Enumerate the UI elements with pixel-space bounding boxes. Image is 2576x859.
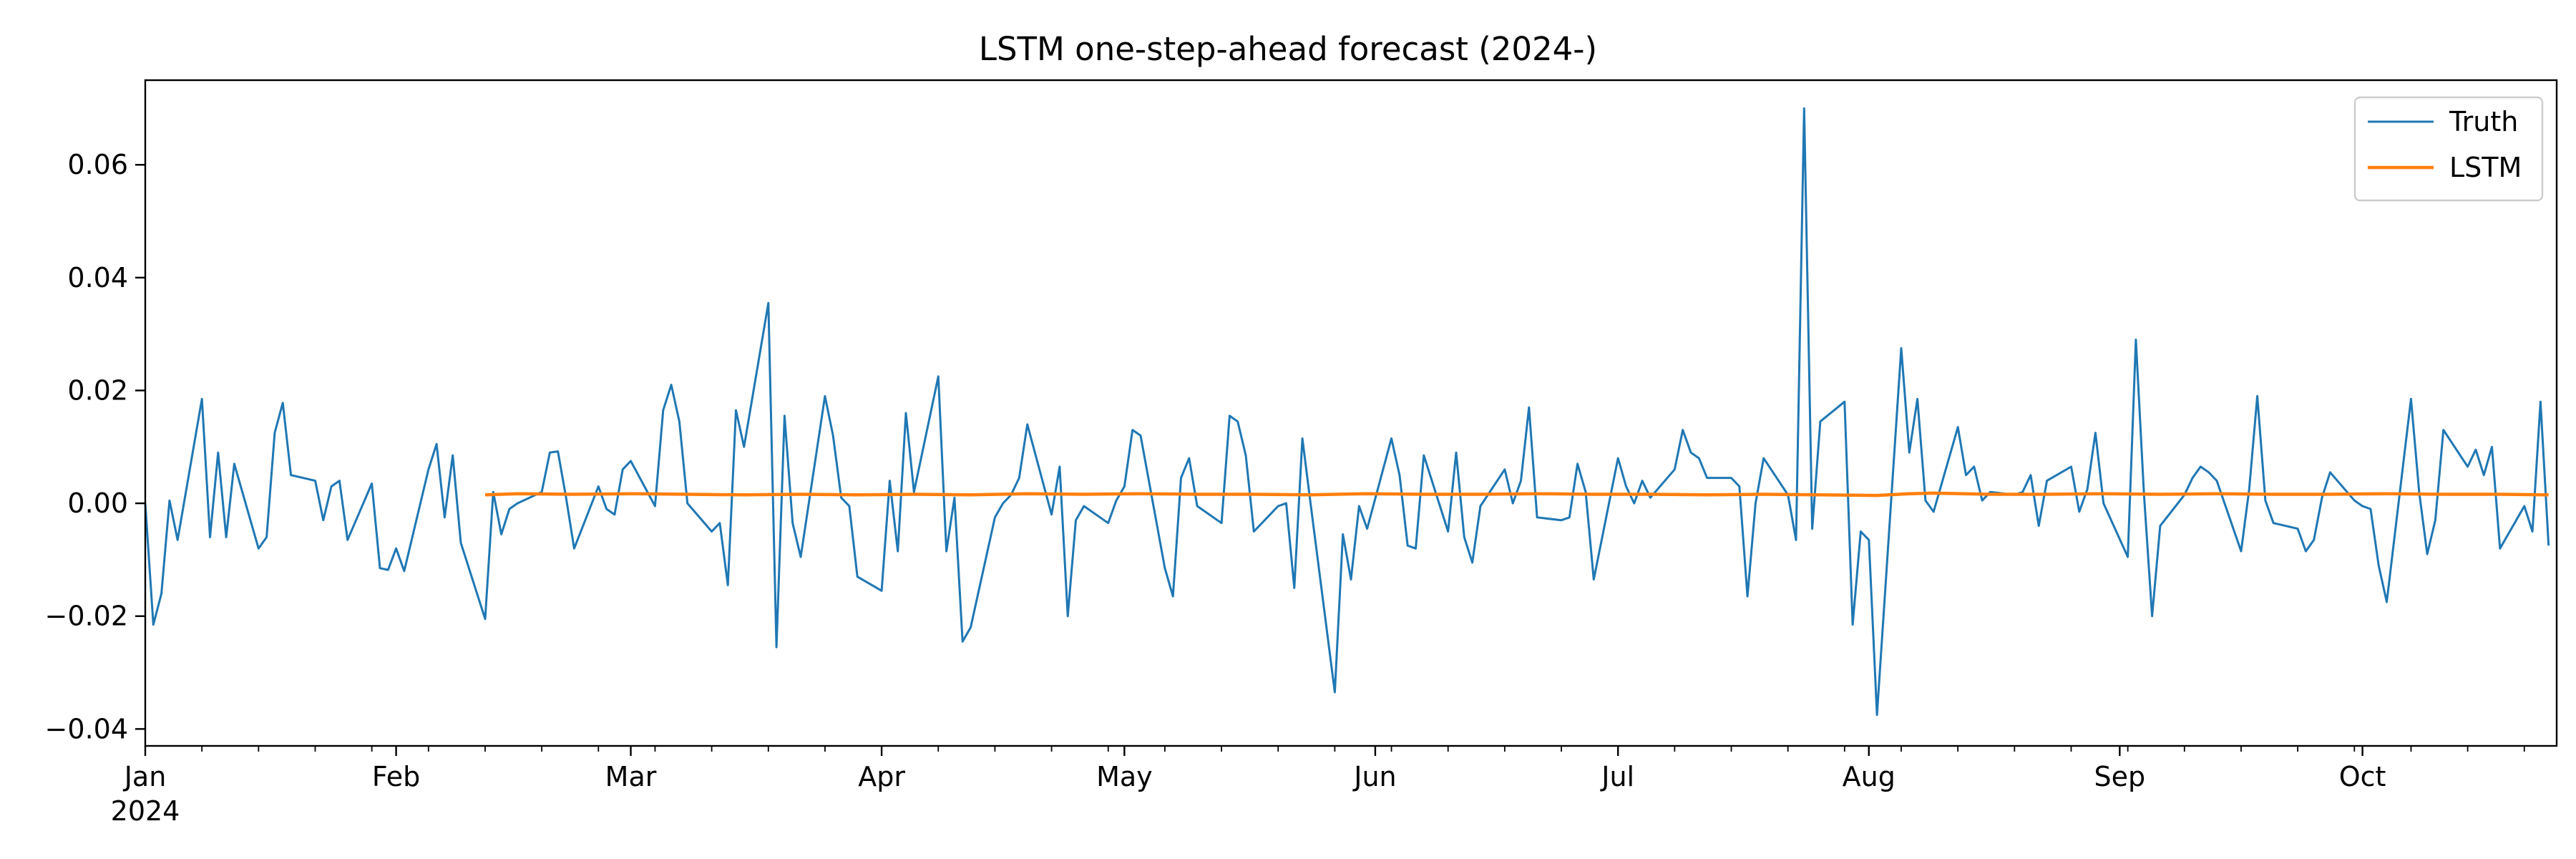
- x-tick-label: Mar: [605, 761, 657, 792]
- legend-label-lstm: LSTM: [2449, 152, 2522, 183]
- y-tick-label: −0.04: [45, 713, 128, 744]
- legend-label-truth: Truth: [2449, 106, 2518, 137]
- series-line-lstm: [484, 491, 2549, 498]
- y-tick-label: 0.04: [67, 262, 128, 293]
- series-line-truth: [144, 107, 2550, 717]
- x-tick-label: Sep: [2094, 761, 2146, 792]
- x-tick-label: Aug: [1843, 761, 1896, 792]
- legend-box: [2353, 96, 2544, 202]
- plot-area: [144, 107, 2550, 717]
- x-tick-label: Apr: [858, 761, 905, 792]
- x-tick-label: Jan: [123, 761, 167, 792]
- x-tick-label: May: [1096, 761, 1153, 792]
- x-tick-label: Jun: [1352, 761, 1396, 792]
- x-tick-sublabel: 2024: [111, 795, 180, 827]
- x-tick-label: Jul: [1600, 761, 1634, 792]
- x-tick-label: Oct: [2339, 761, 2386, 792]
- y-tick-label: −0.02: [45, 601, 128, 632]
- y-tick-label: 0.06: [67, 149, 128, 180]
- chart-title: LSTM one-step-ahead forecast (2024-): [979, 30, 1597, 68]
- legend: Truth LSTM: [2353, 96, 2544, 202]
- y-tick-label: 0.00: [67, 487, 128, 519]
- x-tick-label: Feb: [372, 761, 420, 792]
- axes-frame: [144, 79, 2558, 747]
- y-tick-label: 0.02: [67, 374, 128, 406]
